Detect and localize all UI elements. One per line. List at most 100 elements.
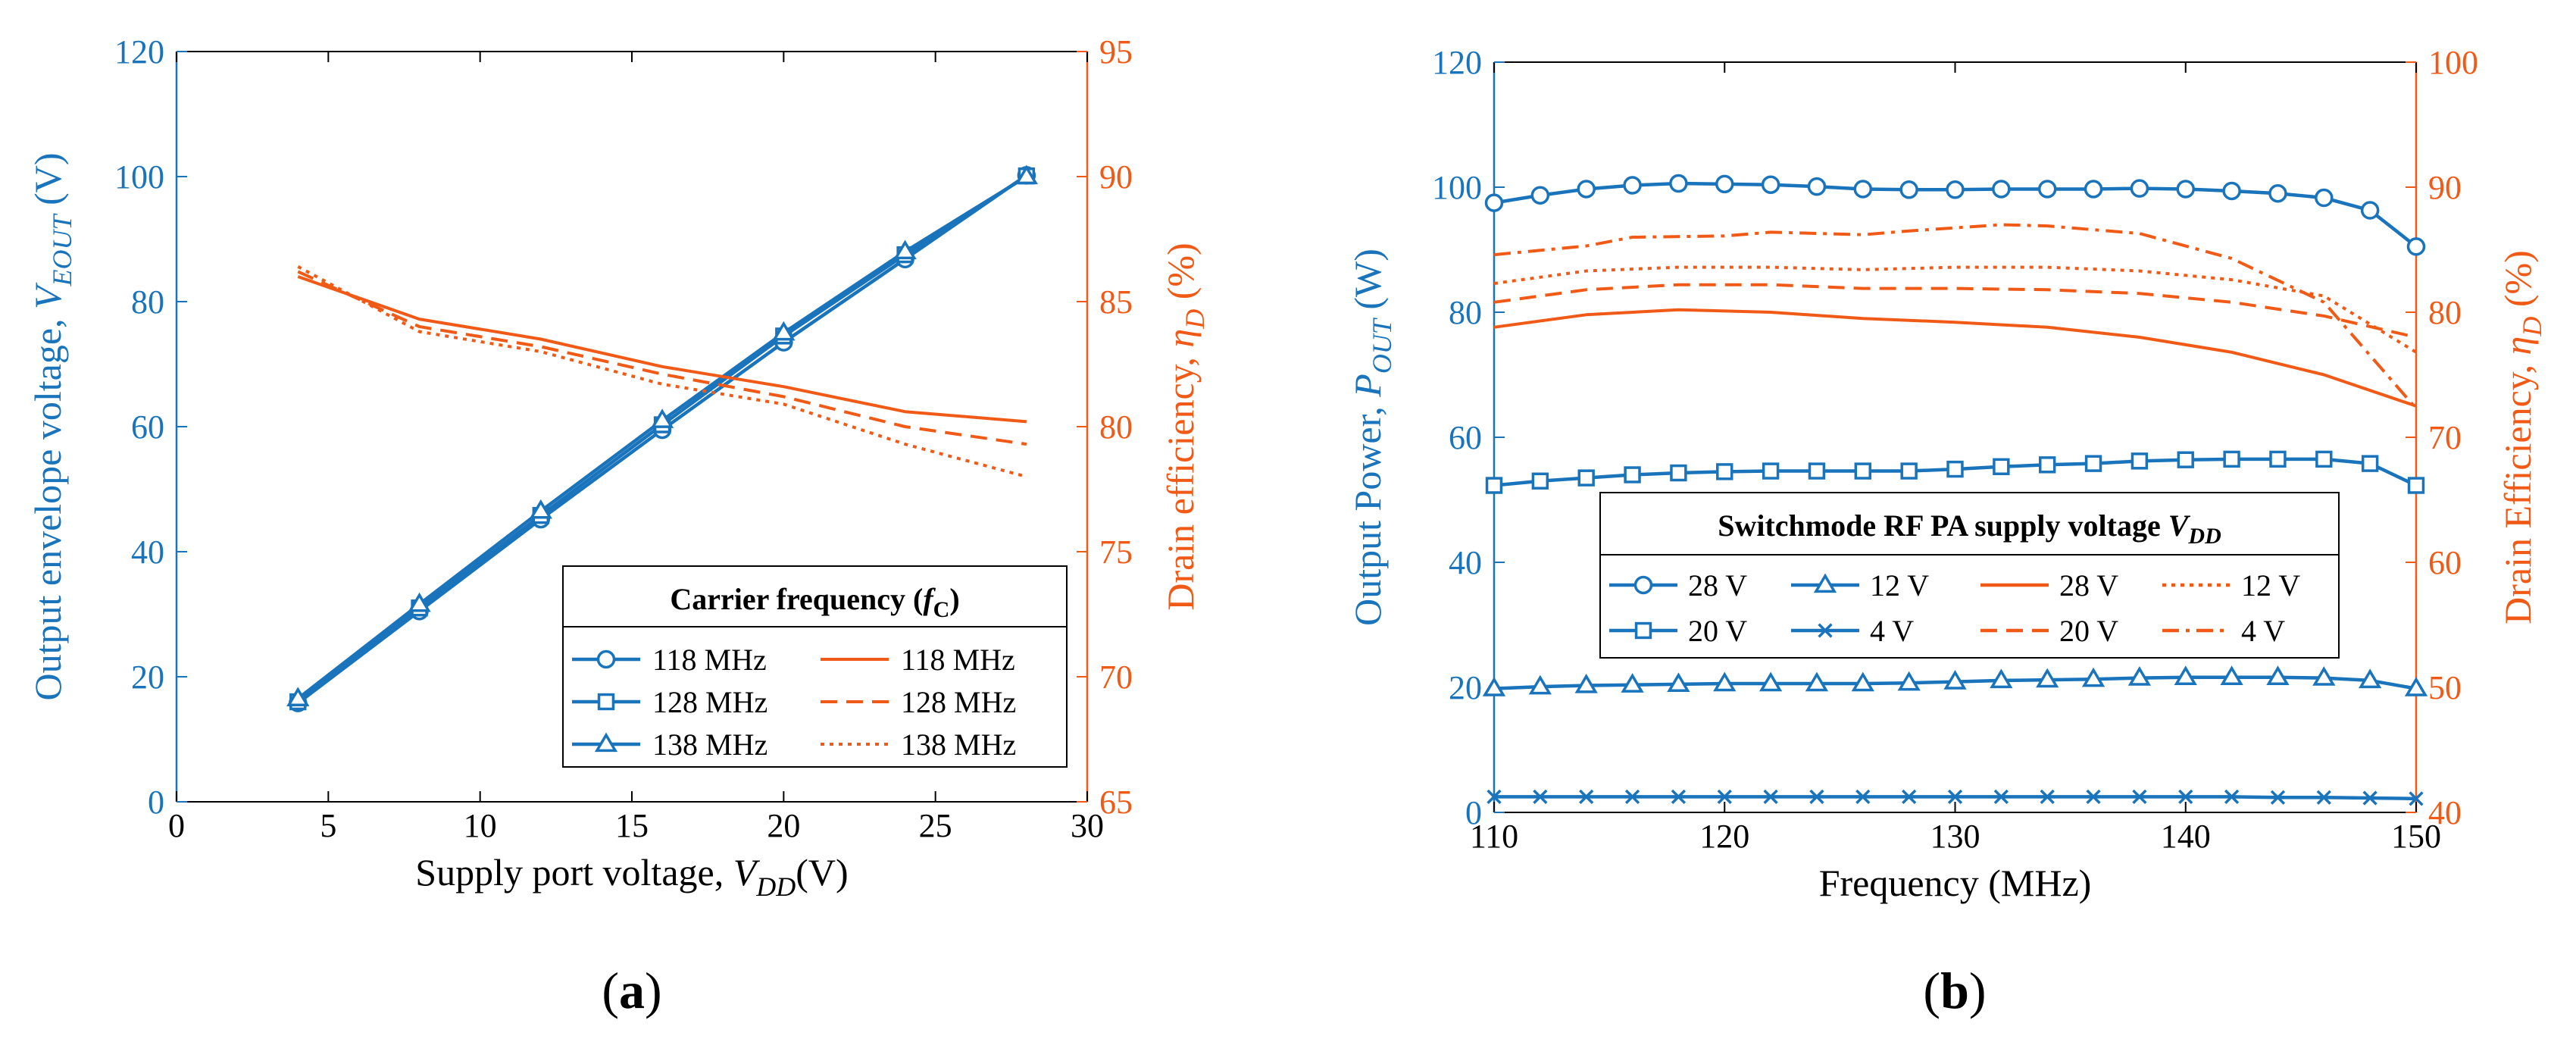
data-point-marker <box>2406 237 2426 256</box>
right-y-axis-title-text: Drain Efficiency, <box>2496 355 2539 624</box>
series-line <box>1493 265 2418 354</box>
series-left-3 <box>1487 789 2424 806</box>
data-point-marker <box>1713 671 1737 692</box>
x-tick-label: 140 <box>2161 818 2211 855</box>
left-y-tick-label: 0 <box>1465 794 1482 831</box>
data-point-marker <box>1531 472 1549 490</box>
x-tick-label: 15 <box>615 807 649 844</box>
right-y-axis-title-subscript: D <box>2517 317 2547 337</box>
x-axis-title-variable: V <box>733 851 761 893</box>
left-y-axis-title-unit: (V) <box>27 152 69 214</box>
x-axis-title: Frequency (MHz) <box>1819 862 2092 904</box>
legend-entry-label: 118 MHz <box>901 643 1015 677</box>
data-point-marker <box>1621 673 1644 693</box>
data-point-marker <box>2360 201 2380 220</box>
legend-entry-label: 128 MHz <box>652 685 767 719</box>
right-y-tick-label: 95 <box>1099 33 1133 70</box>
legend-entry-label: 20 V <box>1688 614 1747 648</box>
legend: Carrier frequency (fC) 118 MHz 118 MHz 128 … <box>562 565 1068 768</box>
legend-marker-swatch <box>1818 623 1833 638</box>
x-tick-label: 20 <box>767 807 800 844</box>
data-point-marker <box>2312 666 2336 686</box>
legend-title-text: Carrier frequency ( <box>670 582 923 616</box>
right-y-axis-title: Drain Efficiency, ηD (%) <box>2496 250 2547 624</box>
data-point-marker <box>1763 789 1778 805</box>
series-left-1 <box>1485 450 2425 494</box>
data-point-marker <box>2266 665 2290 685</box>
legend-marker-swatch <box>1633 575 1653 595</box>
chart-panel-a: 0 5 10 15 20 25 30 0 20 40 60 80 100 120 65 70 75 80 85 90 9… <box>27 33 1210 1019</box>
series-right-4 <box>1493 308 2417 408</box>
legend-entry-label: 128 MHz <box>901 685 1016 719</box>
chart-panel-b: 110 120 130 140 150 0 20 40 60 80 100 120 40 50 60 70 80… <box>1346 44 2547 1019</box>
left-y-tick-label: 120 <box>1432 44 1482 81</box>
panel-label: (a) <box>602 962 661 1019</box>
series-line <box>1493 283 2417 339</box>
legend: Switchmode RF PA supply voltage VDD 28 V 2… <box>1599 492 2340 659</box>
panel-label-letter: a <box>619 962 645 1019</box>
data-point-marker <box>2316 790 2331 805</box>
data-point-marker <box>1992 180 2011 199</box>
legend-title: Switchmode RF PA supply voltage VDD <box>1718 509 2221 549</box>
data-point-marker <box>1855 789 1871 805</box>
right-y-tick-label: 70 <box>2428 419 2462 456</box>
data-point-marker <box>1853 180 1873 199</box>
left-y-axis-title-variable: P <box>1346 374 1389 398</box>
data-point-marker <box>2174 665 2197 685</box>
data-point-marker <box>2315 188 2334 208</box>
left-y-axis-title-unit: (W) <box>1346 249 1389 319</box>
series-left-0 <box>1484 174 2426 256</box>
legend-entry-label: 4 V <box>2241 614 2285 648</box>
x-tick-label: 150 <box>2391 818 2441 855</box>
data-point-marker <box>529 499 552 519</box>
left-y-axis-title-subscript: EOUT <box>47 212 77 286</box>
data-point-marker <box>1808 462 1826 480</box>
right-y-tick-label: 65 <box>1099 784 1133 821</box>
legend-marker-swatch <box>596 649 616 669</box>
data-point-marker <box>1902 789 1917 805</box>
x-tick-label: 110 <box>1470 818 1518 855</box>
data-point-marker <box>2268 184 2287 203</box>
right-y-axis-title-unit: (%) <box>2496 250 2539 316</box>
right-y-tick-label: 70 <box>1099 659 1133 696</box>
data-point-marker <box>2177 451 2194 468</box>
series-line <box>1493 308 2417 408</box>
data-point-marker <box>1807 177 1827 196</box>
data-point-marker <box>1577 469 1595 487</box>
series-line <box>1493 223 2418 410</box>
data-point-marker <box>1716 463 1733 480</box>
data-point-marker <box>1851 671 1874 692</box>
legend-marker-swatch <box>594 732 618 753</box>
right-y-tick-label: 100 <box>2428 44 2478 81</box>
series-line <box>297 270 1027 446</box>
right-y-tick-label: 80 <box>2428 294 2462 331</box>
legend-marker-swatch <box>1813 573 1837 593</box>
left-y-axis-title: Output Power, POUT (W) <box>1346 249 1397 626</box>
panel-label: (b) <box>1923 962 1986 1019</box>
x-tick-label: 0 <box>168 807 185 844</box>
data-point-marker <box>2409 791 2424 806</box>
data-point-marker <box>1669 174 1688 193</box>
x-axis-title-unit: (V) <box>796 851 848 893</box>
left-y-tick-label: 40 <box>1449 544 1482 581</box>
data-point-marker <box>1487 789 1502 805</box>
x-tick-label: 5 <box>320 807 336 844</box>
series-line <box>297 265 1027 478</box>
series-right-5 <box>1493 283 2417 339</box>
x-axis-title: Supply port voltage, VDD(V) <box>415 851 848 902</box>
right-y-axis-title-unit: (%) <box>1159 243 1202 308</box>
data-point-marker <box>1854 462 1872 480</box>
data-point-marker <box>1899 180 1918 199</box>
data-point-marker <box>650 408 674 428</box>
legend-entry-label: 4 V <box>1870 614 1914 648</box>
data-point-marker <box>2132 789 2147 805</box>
data-point-marker <box>1809 789 1824 805</box>
data-point-marker <box>1485 477 1503 494</box>
data-point-marker <box>1993 789 2009 805</box>
legend-marker-swatch <box>597 693 615 711</box>
data-point-marker <box>2404 677 2428 696</box>
right-y-tick-label: 90 <box>1099 158 1133 196</box>
data-point-marker <box>2039 456 2056 474</box>
x-tick-label: 25 <box>919 807 952 844</box>
legend-box <box>1599 492 2340 659</box>
